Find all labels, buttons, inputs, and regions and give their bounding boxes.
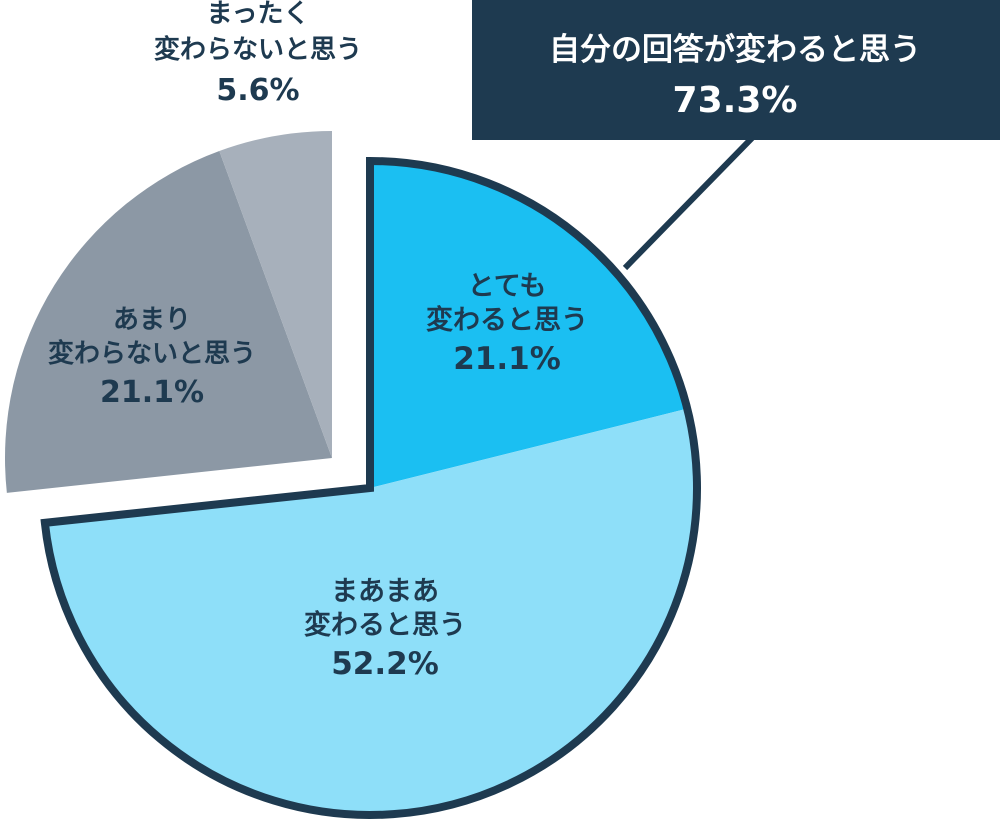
pie-slice-1 bbox=[370, 161, 688, 488]
callout-value: 73.3% bbox=[673, 80, 798, 121]
callout-leader-line bbox=[622, 135, 755, 271]
pie-slice-3 bbox=[4, 151, 332, 493]
callout-title: 自分の回答が変わると思う bbox=[549, 32, 921, 68]
callout-box bbox=[472, 0, 1000, 140]
slice-label-1-line-1: とても bbox=[468, 271, 547, 302]
change-group bbox=[40, 156, 701, 819]
slice-label-4-line-1: まったく bbox=[207, 0, 310, 29]
pie-slice-2 bbox=[44, 408, 697, 815]
slice-label-4-line-2: 変わらないと思う bbox=[154, 34, 362, 65]
slice-value-4: 5.6% bbox=[216, 73, 299, 108]
slice-value-1: 21.1% bbox=[453, 341, 561, 377]
slice-value-2: 52.2% bbox=[331, 646, 439, 682]
slice-label-2-line-2: 変わると思う bbox=[304, 609, 466, 641]
slice-label-3-line-1: あまり bbox=[113, 305, 191, 335]
slice-value-3: 21.1% bbox=[100, 375, 204, 410]
change-group-outline bbox=[40, 156, 701, 819]
slice-label-1-line-2: 変わると思う bbox=[426, 304, 588, 336]
slice-label-2-line-1: まあまあ bbox=[331, 576, 439, 607]
nochange-group bbox=[4, 131, 332, 493]
slice-label-3-line-2: 変わらないと思う bbox=[48, 338, 256, 369]
pie-slice-4 bbox=[219, 131, 332, 458]
